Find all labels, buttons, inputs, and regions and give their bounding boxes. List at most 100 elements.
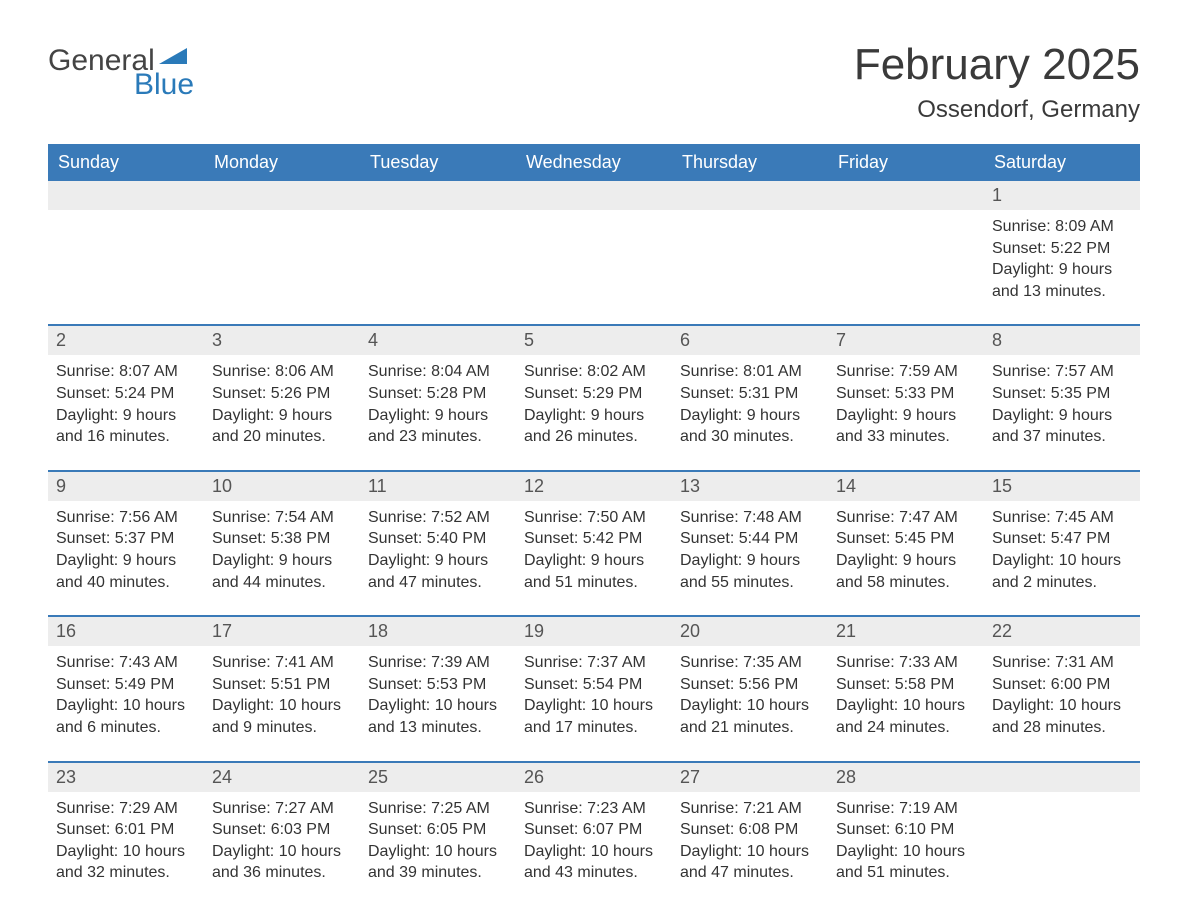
- day-number: 17: [204, 615, 360, 646]
- day-number: 27: [672, 761, 828, 792]
- weekday-header: Friday: [828, 144, 984, 181]
- day-number: 10: [204, 470, 360, 501]
- sunset-text: Sunset: 5:45 PM: [836, 528, 976, 550]
- sunset-text: Sunset: 5:31 PM: [680, 383, 820, 405]
- day-cell: 28Sunrise: 7:19 AMSunset: 6:10 PMDayligh…: [828, 761, 984, 906]
- daylight-text: Daylight: 9 hours and 47 minutes.: [368, 550, 508, 593]
- day-number: 4: [360, 324, 516, 355]
- day-details: Sunrise: 8:06 AMSunset: 5:26 PMDaylight:…: [204, 355, 360, 469]
- sunrise-text: Sunrise: 7:21 AM: [680, 798, 820, 820]
- sunset-text: Sunset: 5:22 PM: [992, 238, 1132, 260]
- sunset-text: Sunset: 6:10 PM: [836, 819, 976, 841]
- day-details: Sunrise: 7:35 AMSunset: 5:56 PMDaylight:…: [672, 646, 828, 760]
- empty-day-body: [516, 210, 672, 318]
- daylight-text: Daylight: 9 hours and 23 minutes.: [368, 405, 508, 448]
- day-number: 18: [360, 615, 516, 646]
- empty-day-bar: [672, 181, 828, 210]
- day-details: Sunrise: 8:01 AMSunset: 5:31 PMDaylight:…: [672, 355, 828, 469]
- day-number: 3: [204, 324, 360, 355]
- day-details: Sunrise: 7:41 AMSunset: 5:51 PMDaylight:…: [204, 646, 360, 760]
- day-cell: [48, 181, 204, 324]
- sunset-text: Sunset: 5:37 PM: [56, 528, 196, 550]
- empty-day-body: [672, 210, 828, 318]
- day-cell: 13Sunrise: 7:48 AMSunset: 5:44 PMDayligh…: [672, 470, 828, 615]
- day-details: Sunrise: 7:25 AMSunset: 6:05 PMDaylight:…: [360, 792, 516, 906]
- day-details: Sunrise: 8:04 AMSunset: 5:28 PMDaylight:…: [360, 355, 516, 469]
- day-details: Sunrise: 7:21 AMSunset: 6:08 PMDaylight:…: [672, 792, 828, 906]
- day-details: Sunrise: 7:39 AMSunset: 5:53 PMDaylight:…: [360, 646, 516, 760]
- sunrise-text: Sunrise: 7:19 AM: [836, 798, 976, 820]
- sunset-text: Sunset: 5:26 PM: [212, 383, 352, 405]
- day-number: 25: [360, 761, 516, 792]
- daylight-text: Daylight: 9 hours and 30 minutes.: [680, 405, 820, 448]
- day-number: 9: [48, 470, 204, 501]
- week-row: 2Sunrise: 8:07 AMSunset: 5:24 PMDaylight…: [48, 324, 1140, 469]
- sunrise-text: Sunrise: 7:52 AM: [368, 507, 508, 529]
- day-number: 2: [48, 324, 204, 355]
- sunrise-text: Sunrise: 7:50 AM: [524, 507, 664, 529]
- sunset-text: Sunset: 5:35 PM: [992, 383, 1132, 405]
- sunrise-text: Sunrise: 7:54 AM: [212, 507, 352, 529]
- day-number: 23: [48, 761, 204, 792]
- day-details: Sunrise: 7:57 AMSunset: 5:35 PMDaylight:…: [984, 355, 1140, 469]
- sunrise-text: Sunrise: 7:31 AM: [992, 652, 1132, 674]
- day-details: Sunrise: 7:23 AMSunset: 6:07 PMDaylight:…: [516, 792, 672, 906]
- day-cell: 16Sunrise: 7:43 AMSunset: 5:49 PMDayligh…: [48, 615, 204, 760]
- day-cell: 21Sunrise: 7:33 AMSunset: 5:58 PMDayligh…: [828, 615, 984, 760]
- daylight-text: Daylight: 9 hours and 55 minutes.: [680, 550, 820, 593]
- weekday-header: Tuesday: [360, 144, 516, 181]
- daylight-text: Daylight: 10 hours and 28 minutes.: [992, 695, 1132, 738]
- daylight-text: Daylight: 9 hours and 51 minutes.: [524, 550, 664, 593]
- sunset-text: Sunset: 5:56 PM: [680, 674, 820, 696]
- sunrise-text: Sunrise: 7:47 AM: [836, 507, 976, 529]
- day-details: Sunrise: 7:59 AMSunset: 5:33 PMDaylight:…: [828, 355, 984, 469]
- day-cell: 9Sunrise: 7:56 AMSunset: 5:37 PMDaylight…: [48, 470, 204, 615]
- day-number: 20: [672, 615, 828, 646]
- sunrise-text: Sunrise: 7:56 AM: [56, 507, 196, 529]
- week-row: 9Sunrise: 7:56 AMSunset: 5:37 PMDaylight…: [48, 470, 1140, 615]
- sunrise-text: Sunrise: 7:37 AM: [524, 652, 664, 674]
- sunset-text: Sunset: 5:53 PM: [368, 674, 508, 696]
- daylight-text: Daylight: 10 hours and 51 minutes.: [836, 841, 976, 884]
- daylight-text: Daylight: 10 hours and 24 minutes.: [836, 695, 976, 738]
- day-details: Sunrise: 7:50 AMSunset: 5:42 PMDaylight:…: [516, 501, 672, 615]
- weekday-header-row: Sunday Monday Tuesday Wednesday Thursday…: [48, 144, 1140, 181]
- day-number: 15: [984, 470, 1140, 501]
- daylight-text: Daylight: 10 hours and 32 minutes.: [56, 841, 196, 884]
- sunrise-text: Sunrise: 8:01 AM: [680, 361, 820, 383]
- day-cell: 8Sunrise: 7:57 AMSunset: 5:35 PMDaylight…: [984, 324, 1140, 469]
- day-cell: 18Sunrise: 7:39 AMSunset: 5:53 PMDayligh…: [360, 615, 516, 760]
- page-header: General Blue February 2025 Ossendorf, Ge…: [48, 40, 1140, 124]
- day-details: Sunrise: 7:54 AMSunset: 5:38 PMDaylight:…: [204, 501, 360, 615]
- weekday-header: Saturday: [984, 144, 1140, 181]
- day-cell: 14Sunrise: 7:47 AMSunset: 5:45 PMDayligh…: [828, 470, 984, 615]
- day-number: 16: [48, 615, 204, 646]
- sunset-text: Sunset: 5:28 PM: [368, 383, 508, 405]
- day-number: 14: [828, 470, 984, 501]
- day-details: Sunrise: 8:09 AMSunset: 5:22 PMDaylight:…: [984, 210, 1140, 324]
- day-details: Sunrise: 7:29 AMSunset: 6:01 PMDaylight:…: [48, 792, 204, 906]
- sunset-text: Sunset: 5:38 PM: [212, 528, 352, 550]
- day-details: Sunrise: 8:07 AMSunset: 5:24 PMDaylight:…: [48, 355, 204, 469]
- title-block: February 2025 Ossendorf, Germany: [854, 40, 1140, 124]
- logo-text-2: Blue: [134, 70, 194, 100]
- sunset-text: Sunset: 6:08 PM: [680, 819, 820, 841]
- day-cell: 12Sunrise: 7:50 AMSunset: 5:42 PMDayligh…: [516, 470, 672, 615]
- sunrise-text: Sunrise: 8:02 AM: [524, 361, 664, 383]
- sunrise-text: Sunrise: 7:25 AM: [368, 798, 508, 820]
- weekday-header: Sunday: [48, 144, 204, 181]
- day-details: Sunrise: 7:47 AMSunset: 5:45 PMDaylight:…: [828, 501, 984, 615]
- location-title: Ossendorf, Germany: [854, 96, 1140, 124]
- sunset-text: Sunset: 5:58 PM: [836, 674, 976, 696]
- empty-day-body: [984, 792, 1140, 900]
- sunrise-text: Sunrise: 7:57 AM: [992, 361, 1132, 383]
- day-details: Sunrise: 7:56 AMSunset: 5:37 PMDaylight:…: [48, 501, 204, 615]
- sunrise-text: Sunrise: 7:43 AM: [56, 652, 196, 674]
- sunset-text: Sunset: 5:40 PM: [368, 528, 508, 550]
- sunrise-text: Sunrise: 7:27 AM: [212, 798, 352, 820]
- day-number: 21: [828, 615, 984, 646]
- day-number: 26: [516, 761, 672, 792]
- day-cell: 19Sunrise: 7:37 AMSunset: 5:54 PMDayligh…: [516, 615, 672, 760]
- sunset-text: Sunset: 5:33 PM: [836, 383, 976, 405]
- day-cell: 17Sunrise: 7:41 AMSunset: 5:51 PMDayligh…: [204, 615, 360, 760]
